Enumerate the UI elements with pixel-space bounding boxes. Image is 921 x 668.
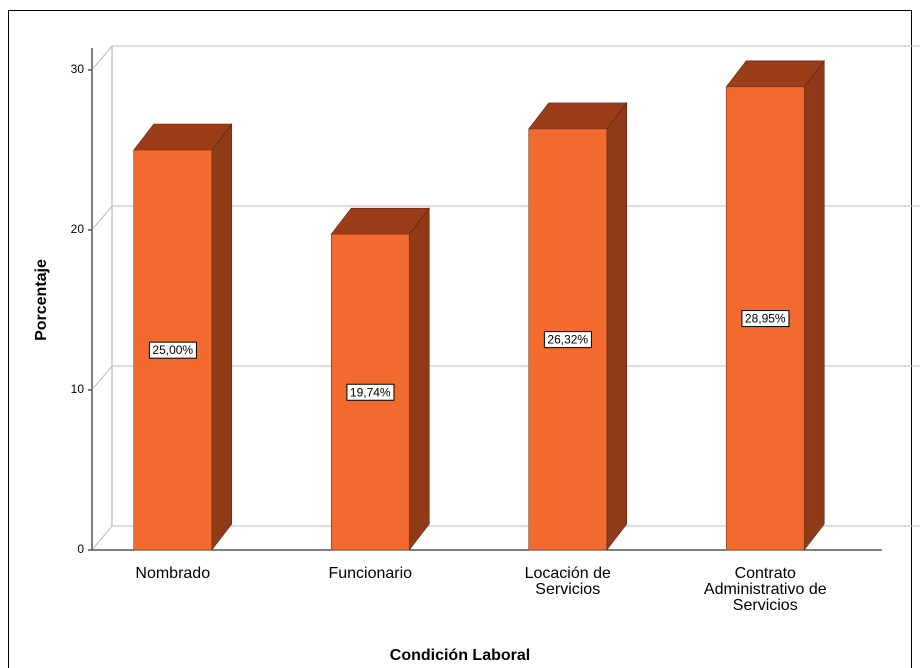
grid-line bbox=[91, 365, 113, 391]
value-label: 28,95% bbox=[745, 312, 786, 326]
y-tick-label: 0 bbox=[77, 542, 84, 556]
x-tick-label: Locación de Servicios bbox=[524, 565, 611, 598]
value-label-box bbox=[543, 331, 592, 349]
y-tick-label: 30 bbox=[71, 62, 85, 76]
value-label: 25,00% bbox=[152, 343, 193, 357]
bar-side bbox=[408, 207, 430, 551]
value-label-box bbox=[346, 383, 395, 401]
x-tick-label: Contrato Administrativo de Servicios bbox=[703, 565, 827, 614]
bar-side bbox=[803, 59, 825, 551]
bar-side bbox=[606, 101, 628, 551]
bar-side bbox=[211, 123, 233, 551]
grid-line bbox=[91, 525, 113, 551]
value-label-box bbox=[148, 341, 197, 359]
y-axis-title: Porcentaje bbox=[33, 259, 50, 341]
grid-line bbox=[91, 205, 113, 231]
x-axis-title: Condición Laboral bbox=[390, 647, 530, 664]
y-tick-label: 20 bbox=[71, 222, 85, 236]
x-tick-label: Funcionario bbox=[328, 565, 413, 582]
y-tick-label: 10 bbox=[71, 382, 85, 396]
value-label-box bbox=[741, 310, 790, 328]
chart-frame bbox=[8, 10, 912, 668]
grid-line bbox=[91, 45, 113, 71]
x-tick-label: Nombrado bbox=[135, 565, 211, 582]
value-label: 19,74% bbox=[350, 385, 391, 399]
value-label: 26,32% bbox=[547, 333, 588, 347]
